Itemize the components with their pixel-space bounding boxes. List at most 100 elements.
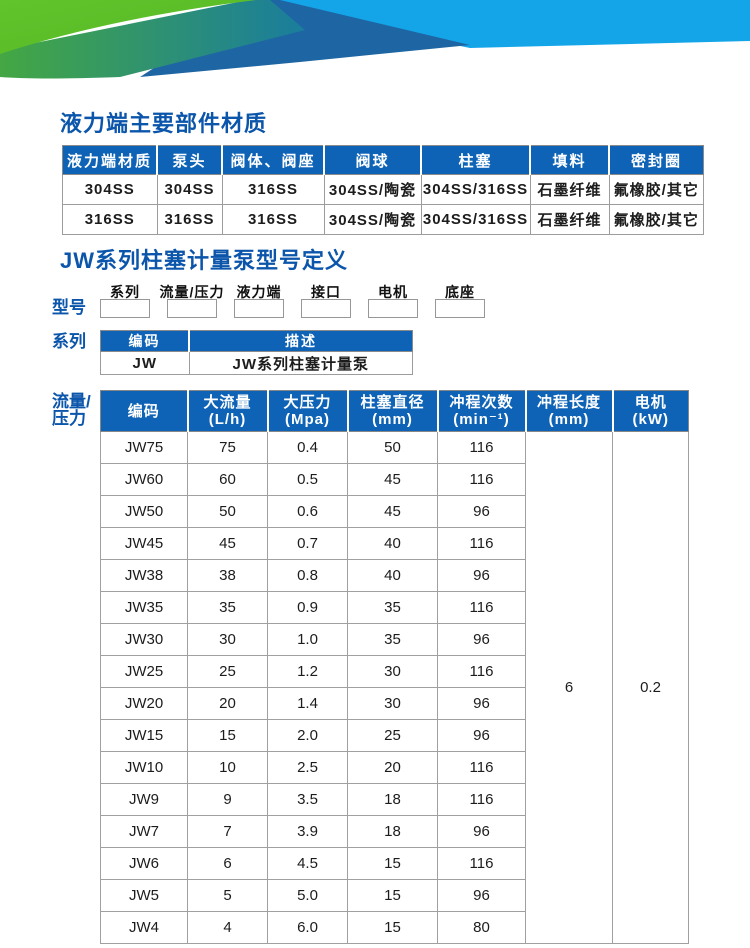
spec-col-header-unit: (kW)	[632, 411, 669, 428]
spec-cell: 75	[187, 431, 268, 464]
spec-cell: 35	[187, 591, 268, 624]
banner-graphic	[0, 0, 750, 79]
spec-cell: 35	[347, 591, 438, 624]
materials-col-header: 填料	[529, 145, 609, 175]
materials-col-header: 液力端材质	[62, 145, 157, 175]
materials-header-row: 液力端材质 泵头 阀体、阀座 阀球 柱塞 填料 密封圈	[62, 145, 704, 175]
spec-cell: JW5	[100, 879, 188, 912]
model-definition-row: 型号 系列 流量/压力 液力端 接口 电机 底座	[52, 282, 692, 318]
spec-cell: 45	[347, 495, 438, 528]
materials-cell: 304SS	[62, 174, 158, 205]
spec-cell: 30	[347, 687, 438, 720]
spec-cell: JW20	[100, 687, 188, 720]
spec-cell: 0.4	[267, 431, 348, 464]
spec-cell: 60	[187, 463, 268, 496]
model-field: 底座	[435, 284, 485, 318]
spec-row-data: JW75 75 0.4 50 116 6 0.2	[100, 431, 689, 944]
series-col-header: 描述	[188, 330, 413, 352]
spec-cell: 7	[187, 815, 268, 848]
spec-cell: 38	[187, 559, 268, 592]
spec-cell: 30	[187, 623, 268, 656]
spec-col-header-unit: (mm)	[548, 411, 590, 428]
spec-col-header-title: 大流量	[203, 394, 252, 411]
spec-cell: 1.2	[267, 655, 348, 688]
spec-cell: 5.0	[267, 879, 348, 912]
series-row: 系列 编码 描述 JW JW系列柱塞计量泵	[52, 330, 692, 375]
series-row-label: 系列	[52, 332, 86, 351]
materials-row: 316SS 316SS 316SS 304SS/陶瓷 304SS/316SS 石墨纤维 氟橡…	[62, 204, 704, 235]
spec-cell: JW25	[100, 655, 188, 688]
banner-teal-wedge	[0, 0, 305, 79]
materials-cell: 304SS	[156, 174, 223, 205]
spec-cell: 96	[437, 815, 526, 848]
spec-cell: 3.5	[267, 783, 348, 816]
spec-row-data: JW25 25 1.2 30 116	[100, 655, 689, 688]
spec-cell: 30	[347, 655, 438, 688]
banner-darkblue-triangle	[140, 0, 470, 77]
spec-row-data: JW10 10 2.5 20 116	[100, 751, 689, 784]
spec-cell: 116	[437, 527, 526, 560]
model-code-box	[368, 299, 418, 318]
spec-cell: 3.9	[267, 815, 348, 848]
model-code-box	[100, 299, 150, 318]
spec-cell: JW45	[100, 527, 188, 560]
series-cell: JW	[100, 351, 190, 375]
model-field-label: 电机	[378, 284, 408, 300]
series-col-header: 编码	[100, 330, 189, 352]
banner-lightblue-band	[238, 0, 750, 48]
spec-cell: 15	[347, 911, 438, 944]
spec-cell: 45	[347, 463, 438, 496]
spec-cell: 4.5	[267, 847, 348, 880]
materials-col-header: 柱塞	[420, 145, 530, 175]
spec-cell: 20	[187, 687, 268, 720]
spec-cell: 96	[437, 495, 526, 528]
model-field-label: 系列	[110, 284, 140, 300]
flow-pressure-row: 流量/压力 编码 大流量 (L/h) 大压力 (Mpa) 柱塞直径 (mm) 冲程次数 (min…	[52, 390, 692, 944]
model-code-box	[301, 299, 351, 318]
flow-pressure-row-label: 流量/压力	[52, 392, 91, 428]
spec-col-header-title: 冲程长度	[536, 394, 601, 411]
spec-cell: 96	[437, 623, 526, 656]
spec-cell: JW60	[100, 463, 188, 496]
model-field: 液力端	[234, 284, 284, 318]
spec-cell: 15	[347, 847, 438, 880]
materials-col-header: 密封圈	[608, 145, 704, 175]
series-cell: JW系列柱塞计量泵	[188, 351, 413, 375]
spec-cell: 10	[187, 751, 268, 784]
spec-cell: 1.4	[267, 687, 348, 720]
materials-col-header: 阀球	[323, 145, 421, 175]
spec-cell: 50	[187, 495, 268, 528]
model-code-fields: 系列 流量/压力 液力端 接口 电机 底座	[100, 282, 502, 318]
materials-cell: 石墨纤维	[529, 174, 610, 205]
materials-row: 304SS 304SS 316SS 304SS/陶瓷 304SS/316SS 石墨纤维 氟橡…	[62, 174, 704, 205]
model-field-label: 接口	[311, 284, 341, 300]
materials-table: 液力端材质 泵头 阀体、阀座 阀球 柱塞 填料 密封圈 304SS 304SS 316SS 304…	[62, 145, 704, 235]
materials-cell: 氟橡胶/其它	[608, 174, 704, 205]
spec-cell: 50	[347, 431, 438, 464]
spec-cell: 5	[187, 879, 268, 912]
series-header-row: 编码 描述	[100, 330, 413, 352]
spec-cell: 96	[437, 879, 526, 912]
materials-cell: 316SS	[221, 204, 325, 235]
spec-row-data: JW60 60 0.5 45 116	[100, 463, 689, 496]
spec-cell: 96	[437, 559, 526, 592]
spec-cell: 2.0	[267, 719, 348, 752]
spec-row-data: JW15 15 2.0 25 96	[100, 719, 689, 752]
spec-col-header: 编码	[100, 390, 188, 432]
model-code-box	[167, 299, 217, 318]
spec-col-header: 冲程长度 (mm)	[524, 390, 613, 432]
banner-green-wedge	[0, 0, 256, 54]
spec-col-header-title: 电机	[634, 394, 667, 411]
model-field-label: 底座	[445, 284, 475, 300]
spec-cell: JW35	[100, 591, 188, 624]
spec-cell: 2.5	[267, 751, 348, 784]
stroke-length-merged-cell: 6	[525, 431, 613, 944]
model-row-label: 型号	[52, 298, 86, 317]
series-table: 编码 描述 JW JW系列柱塞计量泵	[100, 330, 413, 375]
model-code-box	[435, 299, 485, 318]
spec-col-header-unit: (mm)	[372, 411, 413, 428]
spec-cell: 96	[437, 687, 526, 720]
motor-power-merged-cell: 0.2	[612, 431, 689, 944]
spec-row-data: JW45 45 0.7 40 116	[100, 527, 689, 560]
spec-row-data: JW4 4 6.0 15 80	[100, 911, 689, 944]
